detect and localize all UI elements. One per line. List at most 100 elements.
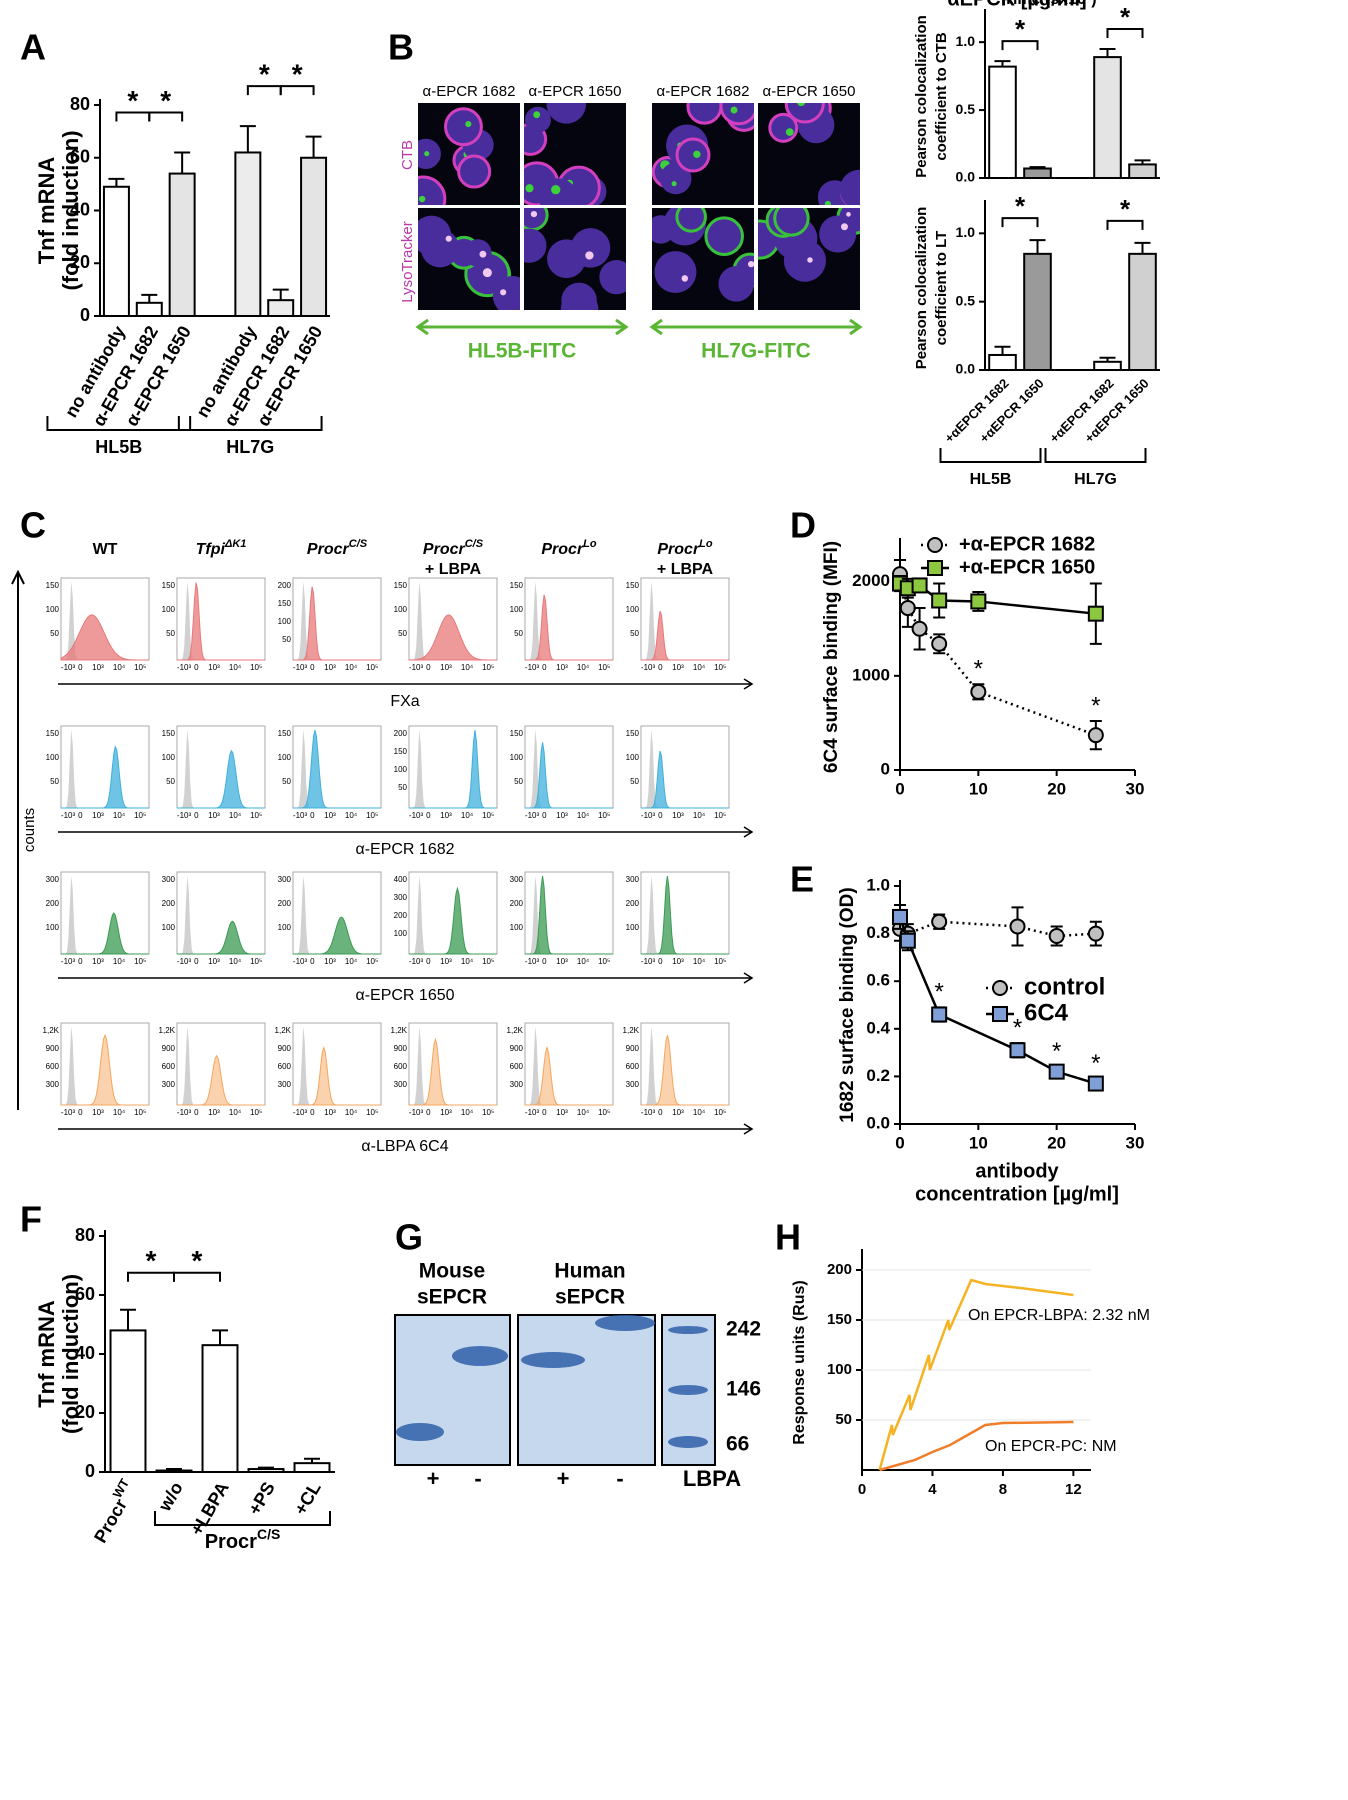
histogram-x-label: 10⁴ <box>693 811 706 820</box>
y-tick-label: 80 <box>70 94 90 114</box>
histogram-frame <box>408 1022 498 1106</box>
histogram-x-label: -10³ <box>61 663 76 672</box>
significance-star: * <box>934 979 943 1006</box>
histogram-x-label: 10⁵ <box>714 811 726 820</box>
histogram-y-label: 50 <box>398 783 407 792</box>
histogram-x-label: 10⁵ <box>366 1108 378 1117</box>
row-axis-arrow <box>58 678 754 690</box>
isotype-histogram <box>177 729 265 808</box>
histogram-x-label: 10⁵ <box>134 1108 146 1117</box>
gel-title: sEPCR <box>417 1286 487 1309</box>
marker <box>899 932 916 949</box>
histogram-y-label: 600 <box>278 1062 292 1071</box>
isotype-histogram <box>525 729 613 808</box>
y-tick-label: 0.0 <box>956 361 976 377</box>
counts-arrow <box>11 569 25 1110</box>
x-tick-label: 0 <box>895 1133 904 1152</box>
stain-histogram <box>293 916 381 955</box>
histogram-x-label: 10⁵ <box>598 957 610 966</box>
isotype-histogram <box>409 581 497 660</box>
isotype-histogram <box>409 1026 497 1105</box>
histogram-y-label: 100 <box>162 923 176 932</box>
marker <box>892 908 908 925</box>
histogram-frame <box>292 725 382 809</box>
histogram-y-label: 50 <box>630 777 639 786</box>
error-bar <box>994 60 1011 67</box>
histogram-y-label: 100 <box>46 753 60 762</box>
histogram-y-label: 50 <box>166 629 175 638</box>
histogram-x-label: 10⁴ <box>577 957 590 966</box>
significance-star: * <box>292 58 303 89</box>
y-tick-label: 0.2 <box>866 1066 890 1085</box>
size-marker: 242 <box>726 1318 761 1341</box>
histogram-y-label: 300 <box>162 875 176 884</box>
bar <box>201 1344 239 1474</box>
panel-label: A <box>20 27 46 68</box>
histogram-y-label: 150 <box>162 729 176 738</box>
group-superscript: C/S <box>257 1526 280 1542</box>
histogram-x-label: 10⁴ <box>461 663 474 672</box>
stain-histogram <box>61 912 149 955</box>
column-header-line2: + LBPA <box>657 561 714 578</box>
error-bar <box>1029 239 1046 254</box>
isotype-histogram <box>293 729 381 808</box>
histogram-x-label: 0 <box>78 811 83 820</box>
bar <box>300 156 328 317</box>
stain-histogram <box>408 614 498 661</box>
histogram-x-label: 10⁴ <box>345 811 358 820</box>
histogram-x-label: 0 <box>310 1108 315 1117</box>
histogram-x-label: 10³ <box>672 811 684 820</box>
isotype-histogram <box>641 729 729 808</box>
histogram-frame <box>176 725 266 809</box>
histogram-x-label: 10⁴ <box>693 663 706 672</box>
histogram-x-label: -10³ <box>525 811 540 820</box>
bar <box>102 185 130 317</box>
fitc-label: HL5B-FITC <box>468 340 577 363</box>
group-text: HL5B <box>970 471 1012 488</box>
group-bracket <box>177 416 323 431</box>
histogram-x-label: 0 <box>426 957 431 966</box>
stain-histogram <box>177 582 265 661</box>
vesicle <box>445 235 452 242</box>
histogram-y-label: 150 <box>46 729 60 738</box>
isotype-histogram <box>409 875 497 954</box>
cell <box>718 266 754 302</box>
series-line <box>879 1420 1074 1472</box>
error-bar <box>239 125 256 153</box>
micrograph <box>418 103 520 205</box>
cell <box>492 276 520 310</box>
histogram-x-label: -10³ <box>293 663 308 672</box>
column-header: ProcrC/S <box>307 538 368 558</box>
histogram-frame <box>640 1022 730 1106</box>
histogram-x-label: -10³ <box>61 1108 76 1117</box>
marker <box>970 683 987 700</box>
marker <box>911 577 928 594</box>
y-tick-label: 0 <box>881 759 890 778</box>
column-name: Tfpi <box>196 541 226 558</box>
histogram-y-label: 150 <box>278 599 292 608</box>
histogram-x-label: 10⁵ <box>714 1108 726 1117</box>
histogram-x-label: 10⁵ <box>250 811 262 820</box>
column-header-line2: + LBPA <box>425 561 482 578</box>
column-name: Procr <box>541 541 584 558</box>
column-header: WT <box>93 541 118 558</box>
histogram-x-label: 10³ <box>440 957 452 966</box>
error-bar <box>1134 159 1151 165</box>
y-tick-label: 60 <box>75 1284 95 1304</box>
y-tick-label: 20 <box>70 252 90 272</box>
histogram-x-label: 0 <box>194 1108 199 1117</box>
row-label: LysoTracker <box>399 221 416 302</box>
x-axis-label: αEPCR [µg/ml] <box>947 0 1086 10</box>
histogram-x-label: 10⁵ <box>714 663 726 672</box>
histogram-x-label: 0 <box>542 663 547 672</box>
cell <box>560 290 599 310</box>
bar <box>988 65 1017 179</box>
histogram-x-label: 10³ <box>208 663 220 672</box>
error-bar <box>120 1308 136 1331</box>
stain-histogram <box>525 876 613 955</box>
column-header: ProcrLo <box>541 538 597 558</box>
significance-bracket <box>1001 40 1039 51</box>
stain-histogram <box>641 750 729 809</box>
histogram-x-label: 0 <box>658 663 663 672</box>
histogram-y-label: 900 <box>278 1044 292 1053</box>
